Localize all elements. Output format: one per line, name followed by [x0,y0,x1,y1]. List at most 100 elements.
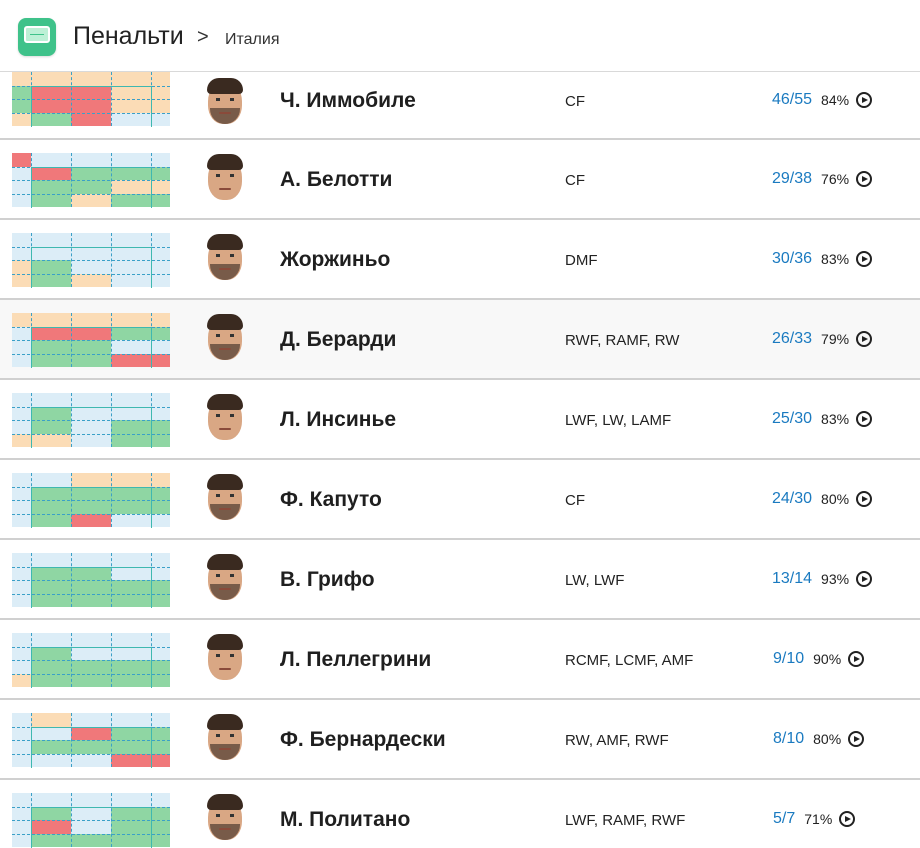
conversion-percent: 83% [821,251,850,267]
zone-cell [31,647,71,660]
penalty-stats: 5/7 71% [773,810,856,828]
goal-frame [31,167,152,208]
play-video-icon[interactable] [848,651,865,667]
zone-cell [12,487,31,500]
zone-gridline [12,660,170,661]
zone-cell [71,740,111,754]
play-video-icon[interactable] [856,411,873,427]
penalty-goal-icon[interactable] [18,18,56,56]
play-video-icon[interactable] [856,571,873,587]
zone-cell [12,594,31,607]
zone-cell [111,86,170,99]
goal-frame [31,727,152,768]
play-video-icon[interactable] [856,171,873,187]
zone-cell [12,233,31,247]
zone-gridline [12,500,170,501]
zone-gridline [12,194,170,195]
player-avatar[interactable] [205,76,245,128]
goal-frame [31,327,152,368]
play-video-icon[interactable] [848,731,865,747]
zone-cell [111,153,170,167]
player-name[interactable]: Ф. Капуто [280,488,382,511]
zone-cell [31,820,71,834]
player-avatar[interactable] [205,712,245,764]
player-name[interactable]: М. Политано [280,808,411,831]
play-video-icon[interactable] [856,251,873,267]
penalty-score[interactable]: 8/10 [773,730,805,747]
player-name[interactable]: В. Грифо [280,568,375,591]
zone-cell [31,313,71,327]
player-avatar[interactable] [205,792,245,844]
zone-cell [111,167,170,180]
play-video-icon[interactable] [856,491,873,507]
player-row[interactable]: Ф. Бернардески RW, AMF, RWF 8/10 80% [0,700,920,780]
player-name[interactable]: Л. Инсинье [280,408,397,431]
zone-cell [111,674,170,687]
zone-cell [31,713,71,727]
zone-cell [111,327,170,340]
player-row[interactable]: Д. Берарди RWF, RAMF, RW 26/33 79% [0,300,920,380]
penalty-score[interactable]: 46/55 [772,91,813,108]
zone-cell [71,807,111,820]
play-video-icon[interactable] [856,92,873,108]
player-name[interactable]: Д. Берарди [280,328,397,351]
player-name[interactable]: Жоржиньо [280,248,391,271]
penalty-zone-map [12,553,170,608]
player-row[interactable]: В. Грифо LW, LWF 13/14 93% [0,540,920,620]
penalty-score[interactable]: 5/7 [773,810,796,827]
zone-cell [71,327,111,340]
goal-frame [31,86,152,127]
penalty-score[interactable]: 13/14 [772,570,813,587]
player-avatar[interactable] [205,152,245,204]
player-avatar[interactable] [205,392,245,444]
zone-cell [31,674,71,687]
penalty-score[interactable]: 30/36 [772,250,813,267]
zone-cell [12,407,31,420]
player-avatar[interactable] [205,552,245,604]
zone-cell [12,327,31,340]
zone-cell [12,754,31,767]
player-avatar[interactable] [205,632,245,684]
zone-cell [111,500,170,514]
zone-cell [12,86,31,99]
player-name[interactable]: Ч. Иммобиле [280,89,416,112]
zone-cell [31,434,71,447]
zone-cell [31,233,71,247]
penalty-score[interactable]: 9/10 [773,650,805,667]
zone-cell [71,340,111,354]
penalty-score[interactable]: 29/38 [772,170,813,187]
penalty-stats: 24/30 80% [772,490,873,508]
player-positions: CF [565,172,585,189]
zone-cell [111,407,170,420]
zone-cell [31,340,71,354]
player-name[interactable]: Ф. Бернардески [280,728,446,751]
zone-gridline [12,514,170,515]
penalty-score[interactable]: 26/33 [772,330,813,347]
player-avatar[interactable] [205,312,245,364]
play-video-icon[interactable] [839,811,856,827]
player-avatar[interactable] [205,232,245,284]
player-row[interactable]: А. Белотти CF 29/38 76% [0,140,920,220]
zone-cell [71,99,111,113]
play-video-icon[interactable] [856,331,873,347]
player-row[interactable]: Ч. Иммобиле CF 46/55 84% [0,72,920,140]
zone-cell [111,473,170,487]
player-row[interactable]: М. Политано LWF, RAMF, RWF 5/7 71% [0,780,920,848]
player-row[interactable]: Л. Инсинье LWF, LW, LAMF 25/30 83% [0,380,920,460]
breadcrumb[interactable]: Италия [225,31,280,48]
zone-gridline [12,113,170,114]
player-avatar[interactable] [205,472,245,524]
player-row[interactable]: Ф. Капуто CF 24/30 80% [0,460,920,540]
player-name[interactable]: Л. Пеллегрини [280,648,432,671]
zone-cell [31,99,71,113]
penalty-score[interactable]: 25/30 [772,410,813,427]
player-row[interactable]: Жоржиньо DMF 30/36 83% [0,220,920,300]
conversion-percent: 79% [821,331,850,347]
zone-cell [71,487,111,500]
zone-cell [71,713,111,727]
player-row[interactable]: Л. Пеллегрини RCMF, LCMF, AMF 9/10 90% [0,620,920,700]
zone-cell [31,420,71,434]
player-name[interactable]: А. Белотти [280,168,393,191]
zone-gridline [12,354,170,355]
penalty-score[interactable]: 24/30 [772,490,813,507]
